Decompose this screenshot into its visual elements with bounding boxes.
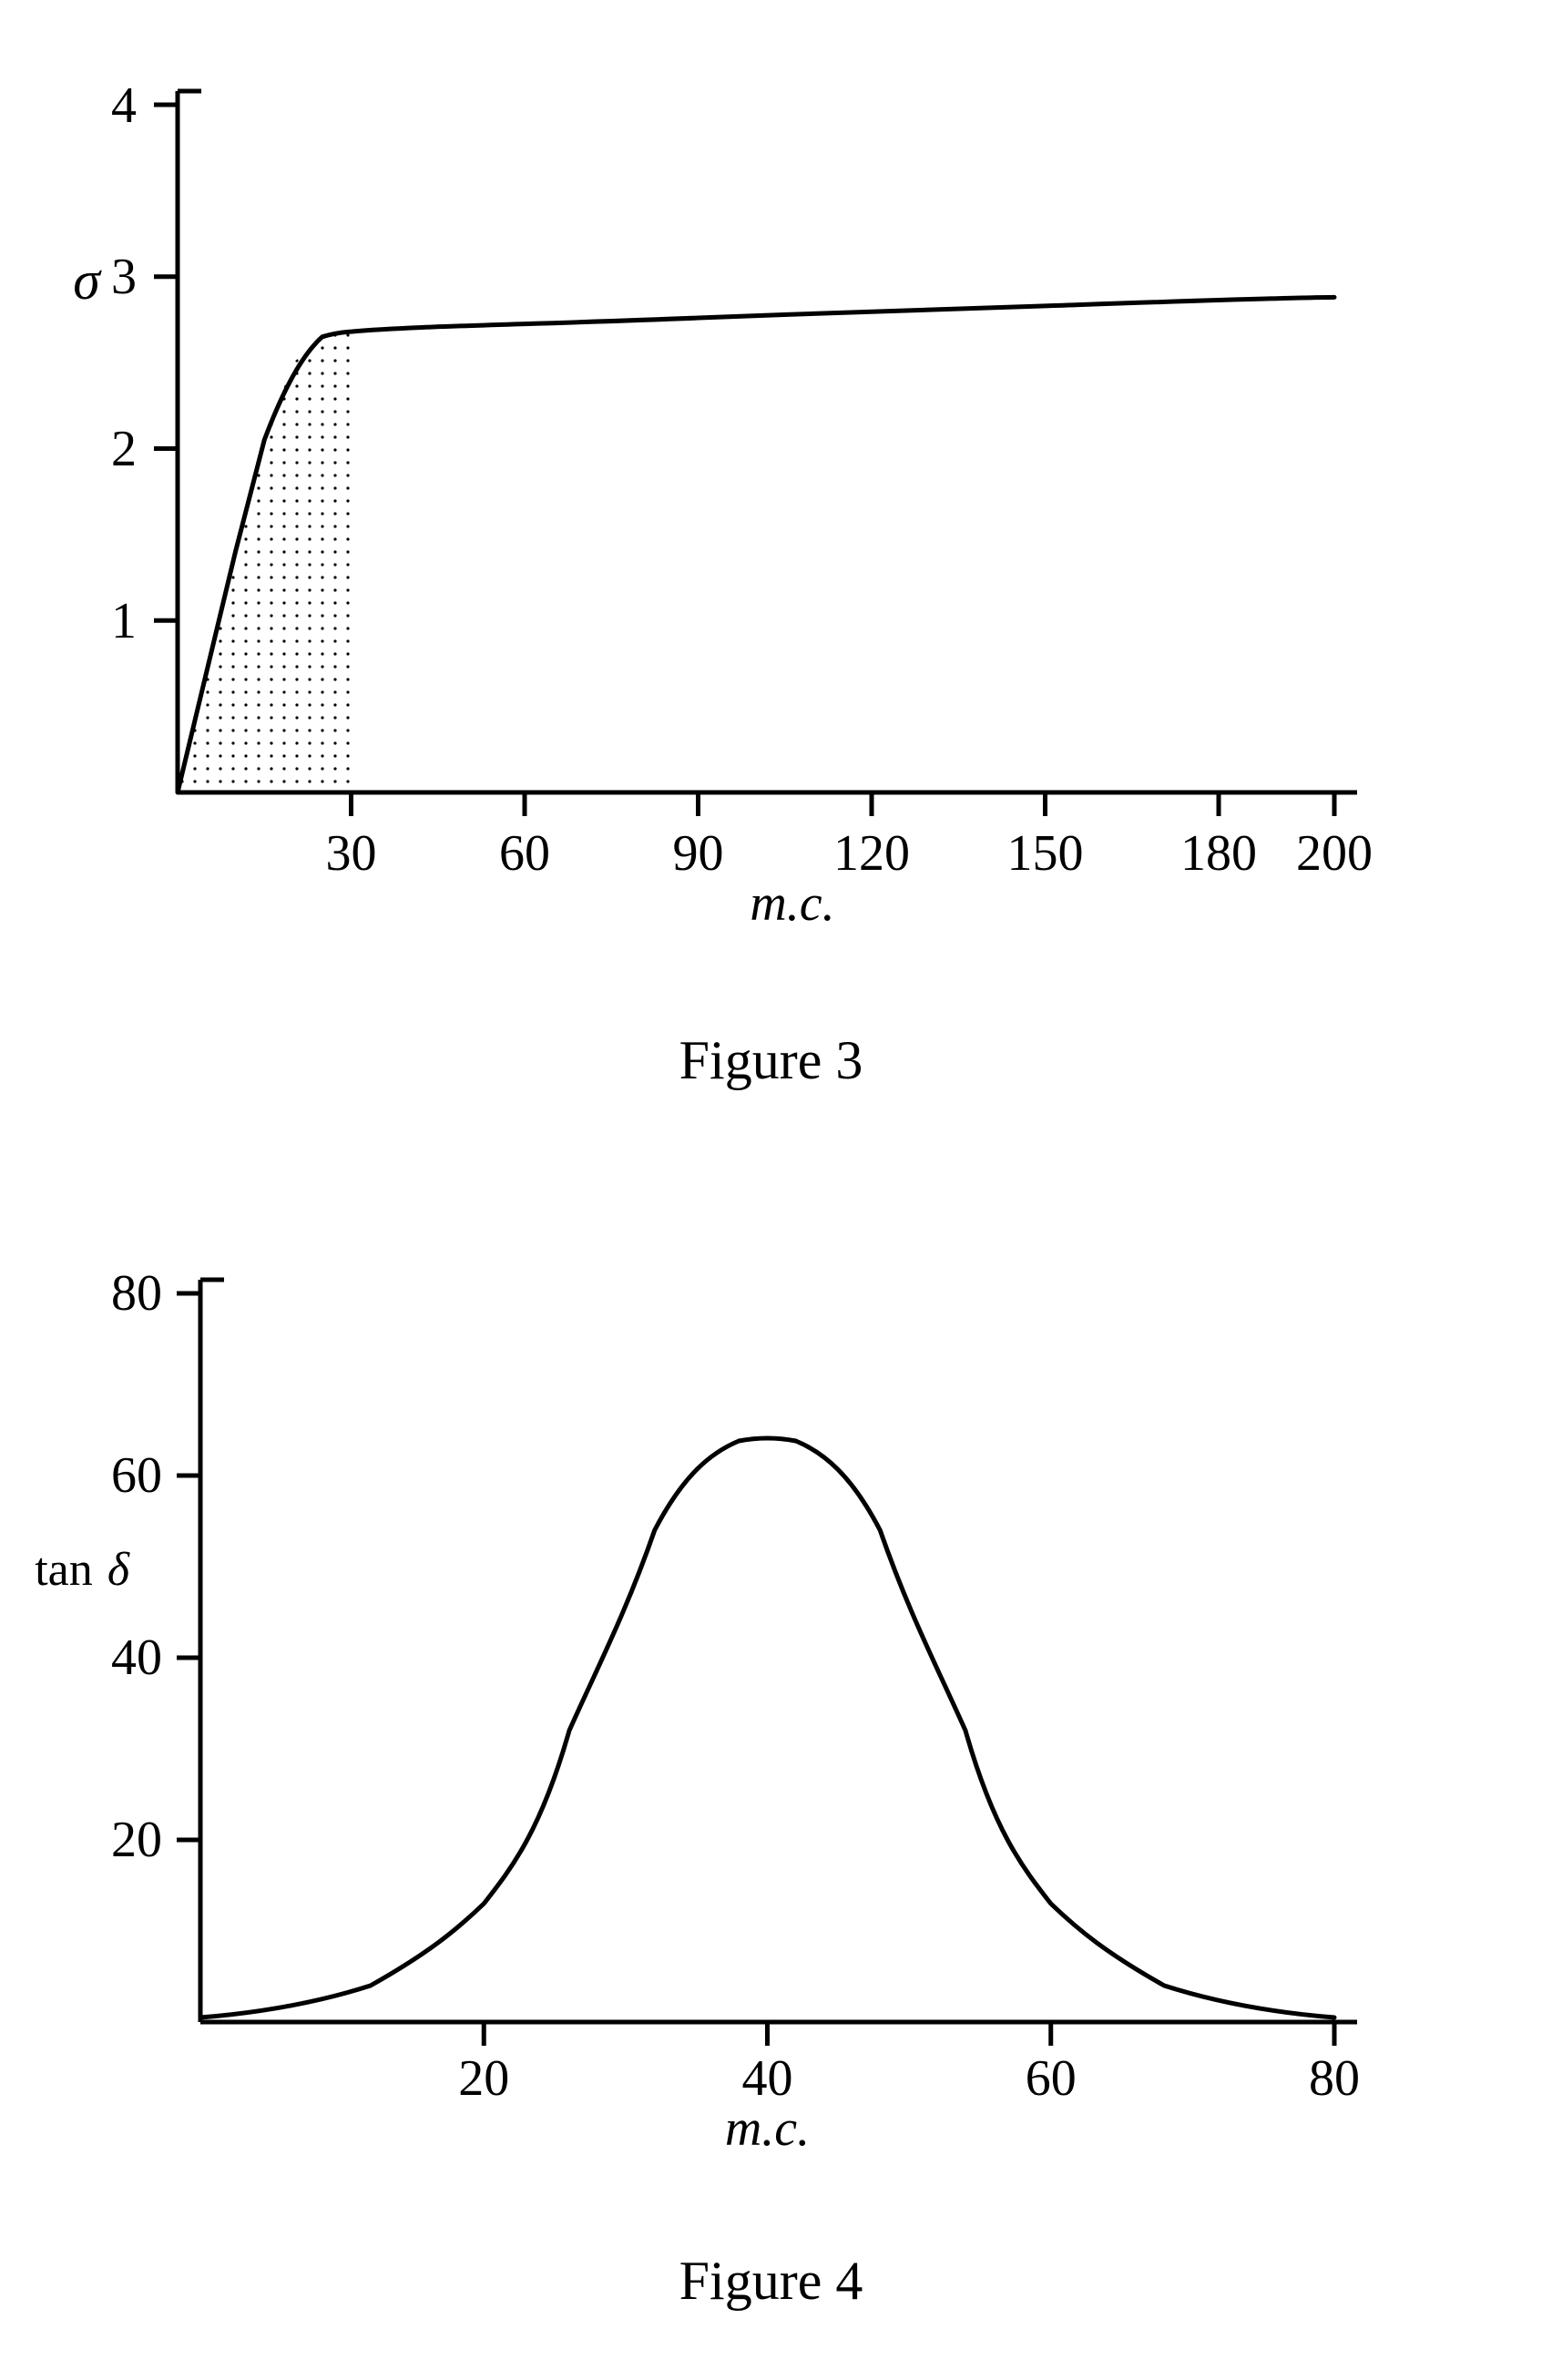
- figure-4-chart: 20 40 60 80 tan δ 20 40 60 80 m.c.: [0, 1230, 1542, 2259]
- tick-label: 20: [111, 1812, 162, 1868]
- tick-label: 3: [111, 249, 137, 305]
- figure-4-curve: [200, 1438, 1334, 2017]
- figure-3-caption: Figure 3: [0, 1029, 1542, 1092]
- caption-text: Figure 3: [679, 1030, 863, 1090]
- page: 1 2 3 4 σ 30 60 90 120 150 180 200 m.c. …: [0, 0, 1542, 2380]
- svg-text:tan: tan: [35, 1544, 93, 1596]
- figure-3-x-label: m.c.: [750, 875, 834, 932]
- figure-3-y-label: σ: [73, 250, 102, 311]
- caption-text: Figure 4: [679, 2251, 863, 2311]
- figure-4-x-label: m.c.: [725, 2100, 810, 2157]
- svg-text:δ: δ: [107, 1544, 130, 1596]
- tick-label: 4: [111, 77, 137, 134]
- tick-label: 60: [1026, 2050, 1077, 2107]
- figure-4-y-label: tan δ: [35, 1544, 130, 1596]
- tick-label: 20: [458, 2050, 509, 2107]
- tick-label: 80: [111, 1265, 162, 1322]
- tick-label: 60: [111, 1447, 162, 1504]
- tick-label: 30: [326, 825, 377, 882]
- tick-label: 2: [111, 421, 137, 477]
- figure-3-chart: 1 2 3 4 σ 30 60 90 120 150 180 200 m.c.: [0, 0, 1542, 1093]
- tick-label: 120: [833, 825, 910, 882]
- figure-3-y-tick-labels: 1 2 3 4: [111, 77, 137, 649]
- tick-label: 1: [111, 593, 137, 649]
- figure-4-x-tick-labels: 20 40 60 80: [458, 2050, 1360, 2107]
- figure-3-x-tick-labels: 30 60 90 120 150 180 200: [326, 825, 1374, 882]
- figure-4-caption: Figure 4: [0, 2250, 1542, 2313]
- tick-label: 80: [1309, 2050, 1360, 2107]
- tick-label: 40: [111, 1629, 162, 1686]
- tick-label: 180: [1180, 825, 1257, 882]
- tick-label: 150: [1007, 825, 1084, 882]
- figure-4-axes: [177, 1280, 1357, 2046]
- tick-label: 40: [742, 2050, 793, 2107]
- tick-label: 60: [499, 825, 550, 882]
- tick-label: 90: [673, 825, 724, 882]
- tick-label: 200: [1296, 825, 1373, 882]
